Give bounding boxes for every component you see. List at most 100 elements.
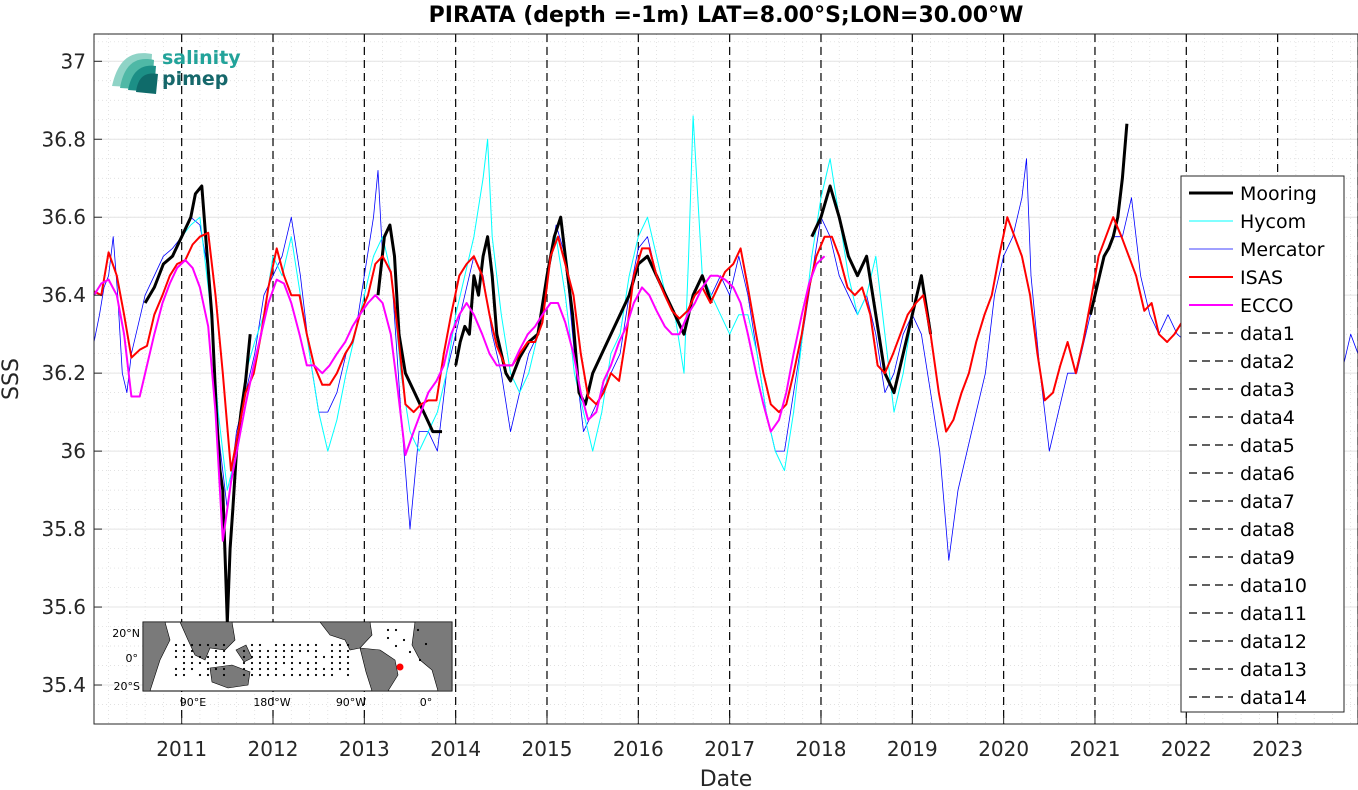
buoy-dot bbox=[347, 656, 349, 658]
buoy-dot bbox=[191, 644, 193, 646]
x-tick-label: 2014 bbox=[430, 737, 481, 761]
inset-lon-90w: 90°W bbox=[336, 696, 366, 709]
buoy-dot bbox=[183, 656, 185, 658]
y-tick-label: 36.6 bbox=[41, 205, 86, 229]
buoy-dot bbox=[199, 656, 201, 658]
x-tick-label: 2012 bbox=[248, 737, 299, 761]
buoy-dot bbox=[191, 668, 193, 670]
buoy-dot bbox=[275, 644, 277, 646]
buoy-dot bbox=[299, 650, 301, 652]
buoy-dot bbox=[339, 644, 341, 646]
buoy-dot bbox=[191, 662, 193, 664]
buoy-dot bbox=[283, 662, 285, 664]
buoy-dot bbox=[291, 668, 293, 670]
mooring-location-marker bbox=[397, 664, 404, 671]
x-tick-label: 2015 bbox=[522, 737, 573, 761]
buoy-dot bbox=[339, 662, 341, 664]
buoy-dot bbox=[267, 662, 269, 664]
buoy-dot bbox=[215, 668, 217, 670]
legend-label: data1 bbox=[1240, 323, 1295, 345]
buoy-dot bbox=[331, 674, 333, 676]
buoy-dot bbox=[175, 668, 177, 670]
buoy-dot bbox=[183, 668, 185, 670]
buoy-dot bbox=[347, 674, 349, 676]
buoy-dot bbox=[223, 668, 225, 670]
buoy-dot bbox=[207, 668, 209, 670]
buoy-dot bbox=[223, 644, 225, 646]
buoy-dot bbox=[223, 662, 225, 664]
plot-area bbox=[94, 34, 1358, 724]
legend-label: data11 bbox=[1240, 603, 1307, 625]
buoy-dot bbox=[315, 650, 317, 652]
x-tick-label: 2023 bbox=[1252, 737, 1303, 761]
buoy-dot bbox=[267, 668, 269, 670]
buoy-dot bbox=[275, 662, 277, 664]
buoy-dot bbox=[275, 650, 277, 652]
buoy-dot bbox=[291, 644, 293, 646]
buoy-dot bbox=[419, 659, 421, 661]
buoy-dot bbox=[425, 643, 427, 645]
buoy-dot bbox=[323, 668, 325, 670]
sss-time-series-chart: 2011 2012 2013 2014 2015 2016 2017 2018 2019 2020… bbox=[0, 0, 1358, 790]
buoy-dot bbox=[339, 668, 341, 670]
buoy-dot bbox=[347, 662, 349, 664]
buoy-dot bbox=[259, 662, 261, 664]
buoy-dot bbox=[331, 644, 333, 646]
buoy-dot bbox=[183, 674, 185, 676]
buoy-dot bbox=[315, 662, 317, 664]
buoy-dot bbox=[387, 629, 389, 631]
legend-label: ISAS bbox=[1240, 267, 1283, 289]
buoy-dot bbox=[307, 662, 309, 664]
buoy-dot bbox=[307, 668, 309, 670]
buoy-dot bbox=[207, 674, 209, 676]
x-tick-label: 2013 bbox=[339, 737, 390, 761]
legend-label: data14 bbox=[1240, 687, 1307, 709]
buoy-dot bbox=[175, 650, 177, 652]
buoy-dot bbox=[299, 644, 301, 646]
legend-label: data10 bbox=[1240, 575, 1307, 597]
legend-label: ECCO bbox=[1240, 295, 1294, 317]
legend-label: data4 bbox=[1240, 407, 1295, 429]
buoy-dot bbox=[409, 651, 411, 653]
buoy-dot bbox=[331, 656, 333, 658]
logo-line2: pimep bbox=[162, 68, 228, 90]
y-tick-label: 36.4 bbox=[41, 283, 86, 307]
buoy-dot bbox=[183, 662, 185, 664]
y-tick-label: 37 bbox=[61, 49, 86, 73]
legend-label: data9 bbox=[1240, 547, 1295, 569]
buoy-dot bbox=[191, 656, 193, 658]
buoy-dot bbox=[215, 656, 217, 658]
buoy-dot bbox=[323, 656, 325, 658]
buoy-dot bbox=[331, 650, 333, 652]
legend-label: data3 bbox=[1240, 379, 1295, 401]
buoy-dot bbox=[283, 650, 285, 652]
y-tick-label: 36 bbox=[61, 439, 86, 463]
chart-title: PIRATA (depth =-1m) LAT=8.00°S;LON=30.00… bbox=[429, 3, 1024, 28]
buoy-dot bbox=[283, 644, 285, 646]
buoy-dot bbox=[259, 644, 261, 646]
buoy-dot bbox=[417, 629, 419, 631]
x-tick-label: 2021 bbox=[1070, 737, 1121, 761]
legend-label: Hycom bbox=[1240, 211, 1306, 233]
x-tick-label: 2020 bbox=[978, 737, 1029, 761]
x-axis-label: Date bbox=[700, 767, 753, 790]
buoy-dot bbox=[315, 656, 317, 658]
buoy-dot bbox=[339, 656, 341, 658]
buoy-dot bbox=[243, 656, 245, 658]
buoy-dot bbox=[347, 650, 349, 652]
buoy-dot bbox=[175, 674, 177, 676]
x-tick-label: 2019 bbox=[887, 737, 938, 761]
x-tick-label: 2018 bbox=[796, 737, 847, 761]
buoy-dot bbox=[395, 645, 397, 647]
buoy-dot bbox=[387, 637, 389, 639]
buoy-dot bbox=[251, 650, 253, 652]
legend-label: data5 bbox=[1240, 435, 1295, 457]
buoy-dot bbox=[315, 644, 317, 646]
buoy-dot bbox=[183, 644, 185, 646]
buoy-dot bbox=[347, 644, 349, 646]
buoy-dot bbox=[291, 656, 293, 658]
buoy-dot bbox=[199, 644, 201, 646]
inset-lat-20s: 20°S bbox=[114, 680, 140, 693]
inset-lon-90e: 90°E bbox=[180, 696, 206, 709]
buoy-dot bbox=[259, 650, 261, 652]
